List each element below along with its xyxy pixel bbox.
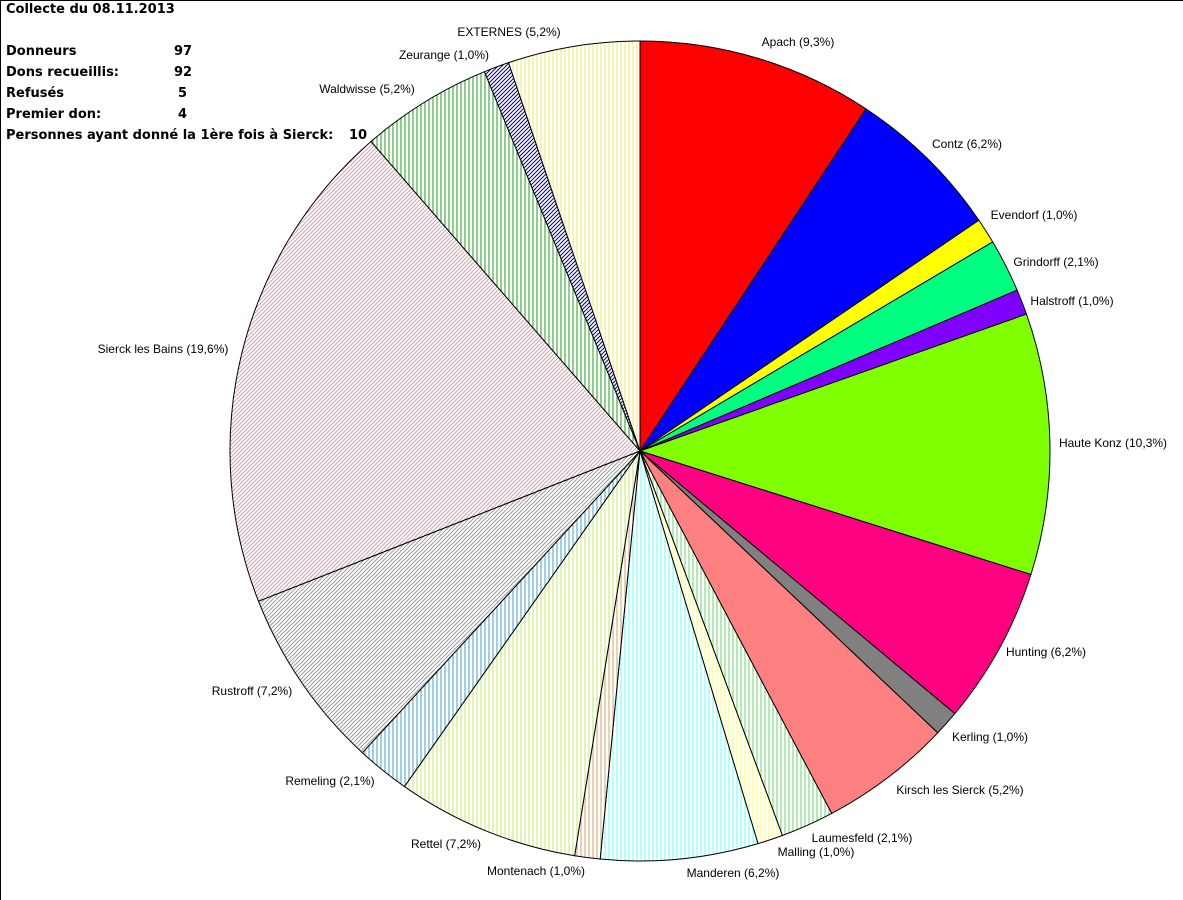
slice-label: Rustroff (7,2%) (212, 684, 292, 698)
slice-label: Remeling (2,1%) (285, 774, 374, 788)
stat-value-premiere-fois: 10 (349, 128, 368, 143)
slice-label: Sierck les Bains (19,6%) (98, 342, 229, 356)
slice-label: Grindorff (2,1%) (1013, 255, 1098, 269)
stat-label-premiere-fois: Personnes ayant donné la 1ère fois à Sie… (6, 128, 334, 143)
stat-value-donneurs: 97 (174, 44, 193, 59)
stat-label-dons: Dons recueillis: (6, 65, 120, 80)
slice-label: Evendorf (1,0%) (991, 208, 1078, 222)
pie-slice (638, 313, 1051, 576)
slice-label: Haute Konz (10,3%) (1059, 436, 1167, 450)
pie-slice (403, 450, 641, 857)
stat-value-premier-don: 4 (178, 107, 188, 122)
stat-value-dons: 92 (174, 65, 193, 80)
slice-label: Contz (6,2%) (932, 137, 1002, 151)
pie-slice (507, 40, 641, 452)
stat-value-refuses: 5 (178, 86, 188, 101)
slice-label: Rettel (7,2%) (411, 837, 481, 851)
slice-label: Montenach (1,0%) (487, 864, 585, 878)
pie-slice (639, 450, 1032, 715)
pie-slice (639, 108, 980, 452)
slice-label: Apach (9,3%) (762, 35, 835, 49)
slice-label: Waldwisse (5,2%) (319, 82, 415, 96)
stat-label-refuses: Refusés (6, 86, 65, 101)
pie-slice (599, 450, 759, 862)
slice-label: Malling (1,0%) (778, 845, 855, 859)
slice-label: Manderen (6,2%) (687, 866, 780, 880)
slice-label: EXTERNES (5,2%) (457, 25, 560, 39)
stat-label-donneurs: Donneurs (6, 44, 77, 59)
pie-slice (639, 40, 867, 453)
stat-label-premier-don: Premier don: (6, 107, 102, 122)
slice-label: Hunting (6,2%) (1006, 645, 1086, 659)
slice-label: Laumesfeld (2,1%) (812, 831, 913, 845)
pie-slice (257, 450, 641, 754)
pie-slice (229, 140, 641, 602)
slice-label: Kirsch les Sierck (5,2%) (896, 783, 1023, 797)
slice-label: Zeurange (1,0%) (399, 48, 489, 62)
slice-label: Kerling (1,0%) (952, 730, 1028, 744)
chart-title: Collecte du 08.11.2013 (6, 2, 175, 17)
slice-label: Halstroff (1,0%) (1030, 294, 1113, 308)
